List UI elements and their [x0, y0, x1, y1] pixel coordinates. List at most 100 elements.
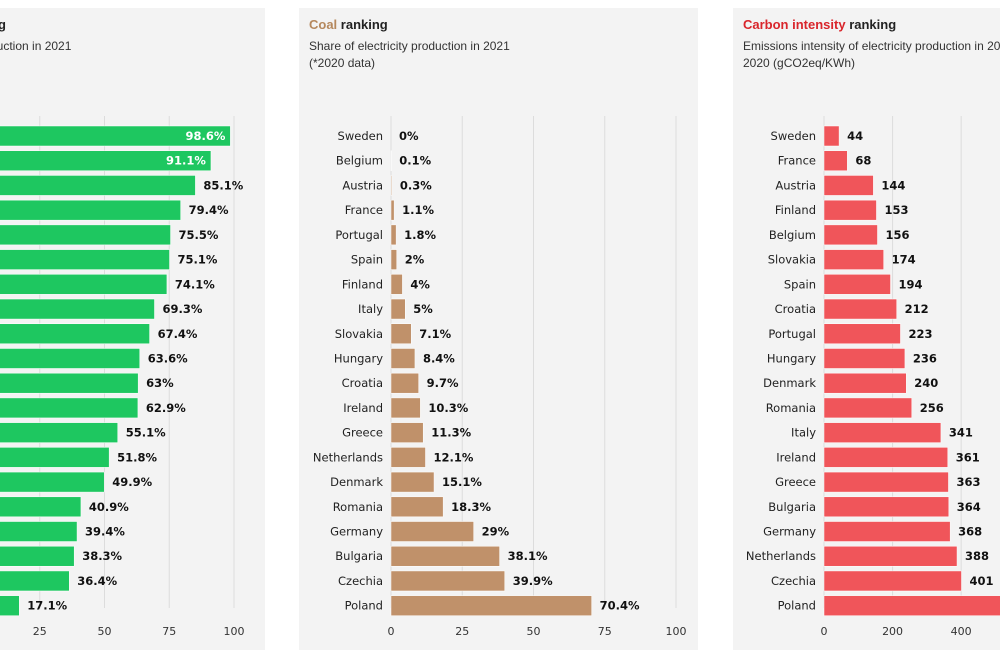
- data-label: 364: [957, 500, 981, 514]
- data-label: 98.6%: [185, 129, 225, 143]
- category-label: Belgium: [769, 228, 816, 242]
- data-label: 68: [855, 154, 871, 168]
- category-label: Finland: [342, 277, 383, 291]
- data-label: 70.4%: [600, 599, 640, 613]
- data-label: 75.1%: [178, 253, 218, 267]
- category-label: France: [345, 203, 383, 217]
- category-label: Hungary: [767, 351, 816, 365]
- subtitle-line-1: duction in 2021: [0, 39, 72, 53]
- data-label: 194: [899, 277, 923, 291]
- category-label: Slovakia: [768, 253, 816, 267]
- data-label: 85.1%: [203, 178, 243, 192]
- subtitle-line-2: (*2020 data): [309, 56, 376, 70]
- data-label: 17.1%: [27, 599, 67, 613]
- bar: [0, 323, 150, 345]
- coal-bar-chart: 0 25 50 75 100 Sweden 0% Belgium 0.1% Austria 0.3%…: [313, 116, 687, 638]
- panel-subtitle: Share of electricity production in 2021 …: [309, 38, 510, 72]
- bar: [0, 224, 171, 246]
- bar: [823, 422, 942, 443]
- category-label: France: [778, 154, 816, 168]
- x-tick-label: 100: [224, 625, 245, 638]
- data-label: 49.9%: [112, 475, 152, 489]
- subtitle-line-2: 2020 (gCO2eq/KWh): [743, 56, 856, 70]
- x-tick-label: 400: [951, 625, 972, 638]
- category-label: Spain: [351, 253, 383, 267]
- bar: [823, 372, 907, 394]
- category-label: Czechia: [771, 574, 816, 588]
- title-rest: ranking: [849, 17, 897, 32]
- bar: [823, 496, 950, 518]
- data-label: 401: [969, 574, 993, 588]
- data-label: 63.6%: [148, 351, 188, 365]
- bar: [390, 397, 421, 419]
- category-label: Portugal: [768, 327, 816, 341]
- data-label: 212: [905, 302, 929, 316]
- data-label: 0%: [399, 129, 419, 143]
- data-label: 1.1%: [402, 203, 434, 217]
- bar: [390, 545, 500, 567]
- category-label: Poland: [345, 599, 383, 613]
- data-label: 79.4%: [189, 203, 229, 217]
- data-label: 74.1%: [175, 277, 215, 291]
- category-label: Romania: [766, 401, 816, 415]
- bar: [390, 372, 419, 394]
- data-label: 15.1%: [442, 475, 482, 489]
- bar: [823, 249, 884, 270]
- data-label: 341: [949, 426, 973, 440]
- category-label: Ireland: [776, 450, 816, 464]
- data-label: 55.1%: [126, 426, 166, 440]
- bar: [823, 447, 949, 468]
- panel-subtitle: Emissions intensity of electricity produ…: [743, 38, 1000, 72]
- data-label: 63%: [146, 376, 174, 390]
- data-label: 39.4%: [85, 525, 125, 539]
- clean-energy-panel: ng duction in 2021 25 50 75 100 98.6% 91.1% 85…: [0, 8, 265, 650]
- bar: [823, 199, 877, 221]
- data-label: 2%: [405, 253, 425, 267]
- category-label: Romania: [333, 500, 383, 514]
- data-label: 236: [913, 351, 937, 365]
- category-label: Italy: [791, 426, 816, 440]
- category-label: Austria: [342, 178, 383, 192]
- clean-energy-bar-chart: 25 50 75 100 98.6% 91.1% 85.1% 79.4% 75.5% 75.1% 7…: [0, 116, 245, 638]
- bar: [0, 447, 110, 468]
- bar: [0, 150, 212, 171]
- data-label: 29%: [482, 525, 510, 539]
- category-label: Spain: [784, 277, 816, 291]
- category-label: Austria: [775, 178, 816, 192]
- bar: [390, 471, 435, 493]
- data-label: 62.9%: [146, 401, 186, 415]
- category-label: Bulgaria: [768, 500, 816, 514]
- data-label: 7.1%: [419, 327, 451, 341]
- category-label: Denmark: [763, 376, 816, 390]
- bar: [0, 397, 139, 419]
- data-label: 174: [892, 253, 916, 267]
- bar: [390, 175, 393, 196]
- bar: [390, 570, 505, 592]
- category-label: Netherlands: [746, 549, 816, 563]
- x-tick-label: 0: [821, 625, 828, 638]
- category-label: Bulgaria: [335, 549, 383, 563]
- category-label: Belgium: [336, 154, 383, 168]
- panel-subtitle: duction in 2021: [0, 38, 71, 55]
- title-rest: ng: [0, 17, 6, 32]
- bar: [0, 298, 155, 320]
- data-label: 38.3%: [82, 549, 122, 563]
- bar: [390, 199, 395, 221]
- x-tick-label: 75: [162, 625, 176, 638]
- data-label: 91.1%: [166, 154, 206, 168]
- category-label: Croatia: [342, 376, 383, 390]
- bar: [390, 521, 474, 542]
- bar: [0, 496, 82, 518]
- data-label: 8.4%: [423, 351, 455, 365]
- data-label: 67.4%: [158, 327, 198, 341]
- data-label: 51.8%: [117, 450, 157, 464]
- subtitle-line-1: Emissions intensity of electricity produ…: [743, 39, 1000, 53]
- data-label: 39.9%: [513, 574, 553, 588]
- bar: [390, 595, 592, 616]
- bar: [0, 348, 140, 369]
- data-label: 10.3%: [428, 401, 468, 415]
- bar: [0, 422, 118, 443]
- data-label: 40.9%: [89, 500, 129, 514]
- category-label: Czechia: [338, 574, 383, 588]
- data-label: 223: [908, 327, 932, 341]
